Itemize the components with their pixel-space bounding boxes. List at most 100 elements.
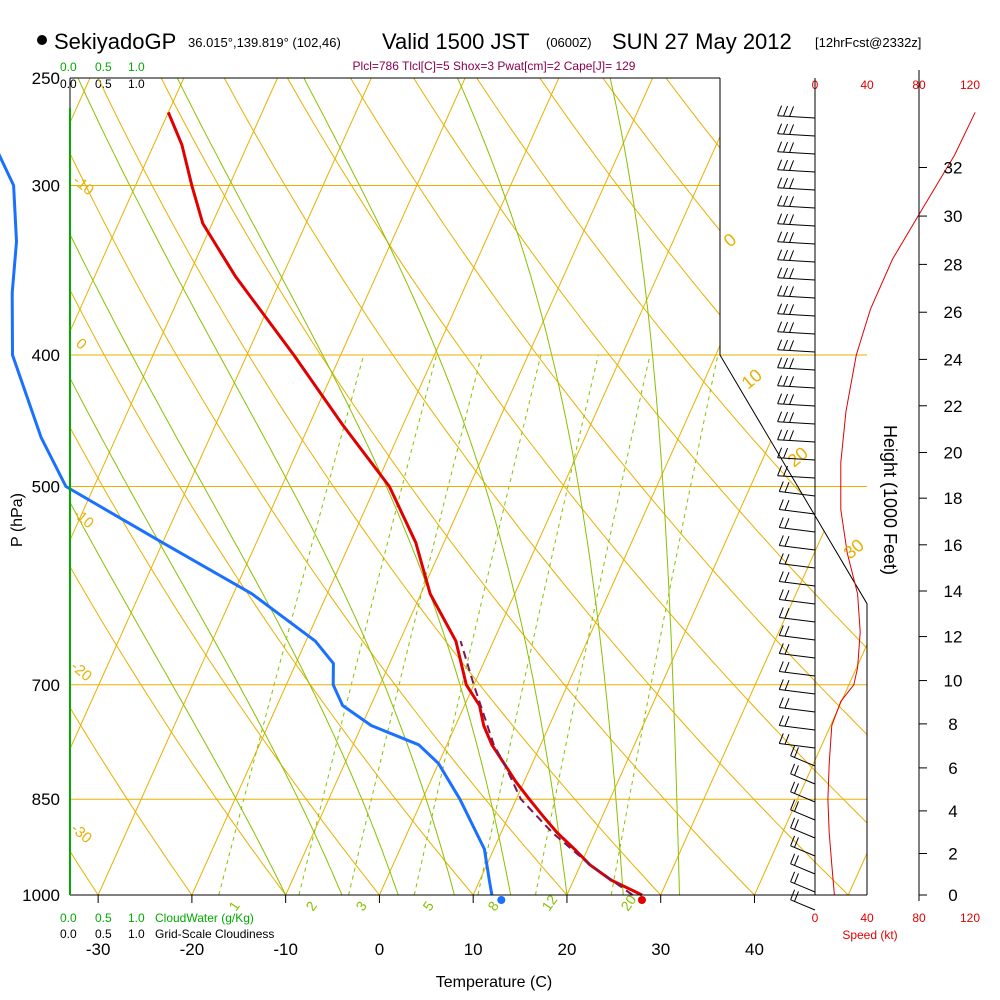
y-axis-title: P (hPa): [9, 493, 26, 547]
wind-barb: [777, 321, 816, 335]
wind-barb: [777, 465, 816, 479]
wind-barb-feather: [784, 607, 790, 619]
wind-barb-feather: [790, 853, 796, 864]
moist-adiabat: [70, 78, 343, 895]
dry-adiabat: [70, 78, 213, 895]
wind-barb-feather: [783, 123, 789, 135]
height-tick-label: 0: [948, 886, 957, 905]
parcel-path: [459, 640, 634, 896]
pressure-tick-label: 850: [32, 790, 60, 809]
isotherm-label: -30: [67, 820, 95, 847]
wind-barb-feather: [778, 499, 784, 510]
wind-barb-staff: [777, 151, 816, 155]
wind-barb-staff: [777, 403, 816, 407]
moist-adiabat: [446, 78, 624, 895]
wind-barb: [777, 339, 816, 353]
wind-barb-feather: [783, 249, 789, 261]
wind-barb-feather: [794, 837, 799, 848]
wind-barb: [777, 267, 816, 281]
cloudwater-bottom-05: 0.5: [95, 911, 112, 925]
wind-barb-feather: [777, 249, 783, 260]
x-axis-title: Temperature (C): [436, 974, 552, 991]
stability-indices: Plcl=786 Tlcl[C]=5 Shox=3 Pwat[cm]=2 Cap…: [353, 59, 636, 73]
wind-barb: [777, 429, 816, 443]
wind-barb: [777, 177, 816, 191]
wind-barb: [790, 853, 816, 875]
dry-adiabat: [460, 78, 867, 895]
dry-adiabat: [834, 78, 867, 895]
wind-barb: [777, 231, 816, 245]
dry-adiabat: [960, 54, 1000, 924]
wind-barb-feather: [784, 625, 790, 637]
wind-barb: [777, 249, 816, 263]
wind-barb-feather: [784, 499, 790, 511]
wind-barb-feather: [784, 661, 790, 673]
wind-barb: [777, 411, 816, 425]
wind-barb-feather: [778, 481, 784, 492]
x-tick-label: -20: [180, 940, 205, 959]
wind-barb-feather: [784, 679, 790, 691]
pressure-tick-label: 400: [32, 346, 60, 365]
height-tick-label: 26: [944, 303, 963, 322]
wind-barb-feather: [784, 643, 790, 655]
wind-barb-staff: [779, 670, 816, 677]
wind-barb-feather: [783, 429, 789, 441]
cloudiness-bottom-0: 0.0: [60, 927, 77, 941]
wind-barb-feather: [778, 643, 784, 654]
wind-barb: [790, 871, 816, 893]
wind-barb-staff: [777, 241, 816, 245]
dry-adiabat: [70, 78, 308, 895]
dry-adiabat: [70, 78, 498, 895]
wind-barb-feather: [789, 412, 795, 423]
wind-barbs: [777, 105, 816, 911]
dry-adiabat: [273, 78, 867, 895]
wind-barb-feather: [777, 105, 783, 116]
wind-barb-staff: [777, 295, 816, 299]
wind-barb-staff: [779, 706, 816, 713]
wind-barb-feather: [789, 322, 795, 333]
moist-adiabat: [70, 78, 399, 895]
wind-barb-feather: [790, 817, 796, 828]
wind-barb-feather: [789, 430, 795, 441]
wind-barb-staff: [777, 367, 816, 371]
wind-barb-staff: [779, 598, 816, 605]
pressure-tick-label: 300: [32, 176, 60, 195]
wind-barb: [790, 799, 816, 821]
wind-barb-feather: [784, 535, 790, 547]
isotherm-line: [754, 78, 867, 895]
wind-barb-staff: [779, 526, 816, 533]
mixing-ratio-label: 3: [352, 898, 370, 914]
height-tick-label: 12: [944, 628, 963, 647]
wind-barb: [777, 375, 816, 389]
wind-barb-feather: [790, 835, 796, 846]
background-grid: [70, 54, 1000, 924]
wind-barb-staff: [779, 490, 816, 497]
speed-bottom-40: 40: [860, 911, 874, 925]
wind-barb-staff: [790, 899, 816, 911]
isotherm-line: [847, 78, 867, 895]
wind-barb-staff: [790, 881, 816, 893]
moist-adiabat: [164, 78, 512, 895]
station-bullet-icon: [37, 35, 47, 45]
wind-barb-feather: [777, 321, 783, 332]
wind-barb: [790, 781, 816, 803]
mixing-ratio-line: [610, 354, 719, 895]
wind-barb-feather: [789, 232, 795, 243]
cloudiness-top-0: 0.0: [60, 77, 77, 91]
wind-barb-feather: [778, 733, 784, 744]
wind-barb-feather: [783, 393, 789, 405]
wind-barb-feather: [777, 375, 783, 386]
wind-barb-feather: [789, 196, 795, 207]
wind-barb-feather: [790, 763, 796, 774]
height-tick-label: 28: [944, 255, 963, 274]
wind-barb: [777, 159, 816, 173]
wind-barb: [790, 745, 816, 767]
pressure-tick-label: 1000: [22, 886, 60, 905]
wind-barb-feather: [784, 589, 790, 601]
wind-barb-staff: [777, 223, 816, 227]
wind-barb-feather: [790, 871, 796, 882]
wind-barb-staff: [790, 845, 816, 857]
wind-barb-feather: [778, 679, 784, 690]
moist-adiabat: [70, 78, 287, 895]
cloudiness-top-1: 1.0: [128, 77, 145, 91]
